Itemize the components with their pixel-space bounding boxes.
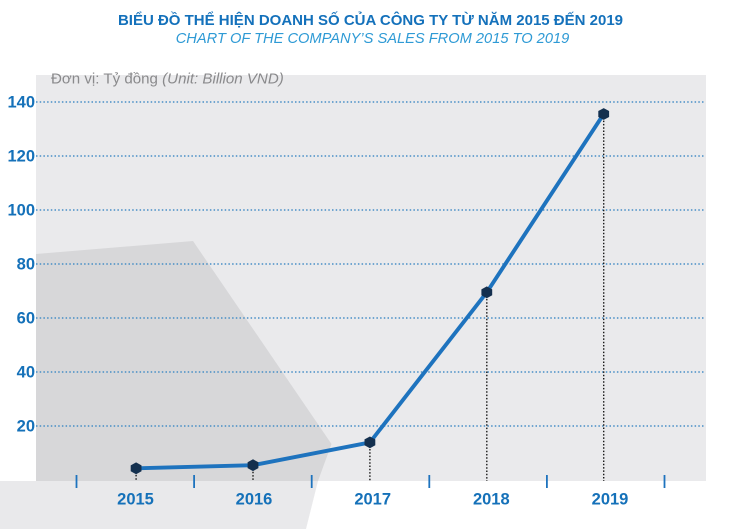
svg-text:120: 120 — [7, 148, 35, 166]
svg-text:2017: 2017 — [354, 491, 391, 509]
svg-text:60: 60 — [17, 310, 35, 328]
svg-text:2019: 2019 — [592, 491, 629, 509]
svg-text:2018: 2018 — [473, 491, 510, 509]
svg-text:40: 40 — [17, 364, 35, 382]
svg-text:2016: 2016 — [236, 491, 273, 509]
svg-text:100: 100 — [7, 202, 35, 220]
svg-text:Đơn vị: Tỷ đồng (Unit: Billion: Đơn vị: Tỷ đồng (Unit: Billion VND) — [51, 71, 284, 88]
svg-text:140: 140 — [7, 94, 35, 112]
svg-text:2015: 2015 — [117, 491, 154, 509]
svg-text:80: 80 — [17, 256, 35, 274]
svg-text:20: 20 — [17, 418, 35, 436]
